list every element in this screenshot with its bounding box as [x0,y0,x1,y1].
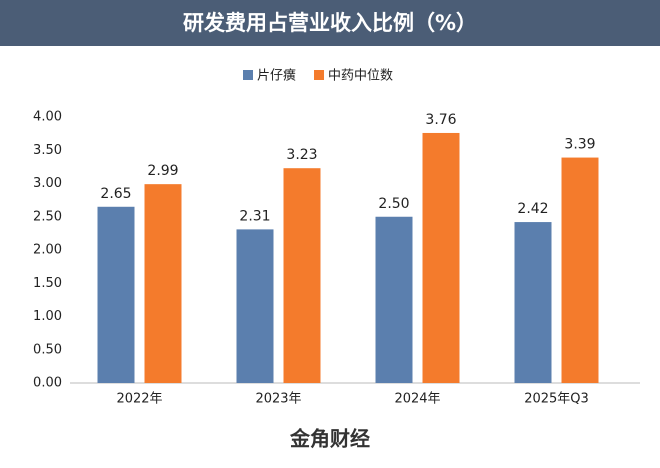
data-label: 2.65 [100,186,131,202]
data-label: 2.99 [147,163,178,179]
y-tick-label: 1.50 [33,276,62,291]
data-label: 3.39 [564,137,595,153]
y-tick-label: 0.00 [33,376,62,391]
data-label: 2.42 [517,201,548,217]
x-tick-label: 2022年 [116,392,162,407]
y-tick-label: 2.50 [33,209,62,224]
x-tick-label: 2023年 [255,392,301,407]
bar [236,229,274,383]
bar [97,206,135,383]
bar [375,216,413,383]
data-label: 2.50 [378,196,409,212]
bar [561,157,599,383]
y-tick-label: 0.50 [33,342,62,357]
x-tick-label: 2024年 [394,392,440,407]
legend-label: 片仔癀 [257,68,296,84]
y-tick-label: 2.00 [33,243,62,258]
bar [514,222,552,383]
legend-swatch [243,70,253,80]
data-label: 2.31 [239,208,270,224]
y-tick-label: 1.00 [33,309,62,324]
title-bar [0,0,660,46]
y-tick-label: 3.50 [33,143,62,158]
y-tick-label: 4.00 [33,110,62,125]
data-label: 3.76 [425,112,456,128]
bar [422,132,460,383]
bar [144,184,182,383]
data-label: 3.23 [286,147,317,163]
legend-swatch [314,70,325,80]
bar [283,168,321,383]
legend-label: 中药中位数 [328,69,393,84]
footer: 金角财经 [289,427,370,451]
x-tick-label: 2025年Q3 [524,392,589,407]
y-tick-label: 3.00 [33,176,62,191]
chart-title: 研发费用占营业收入比例（%） [183,11,477,35]
